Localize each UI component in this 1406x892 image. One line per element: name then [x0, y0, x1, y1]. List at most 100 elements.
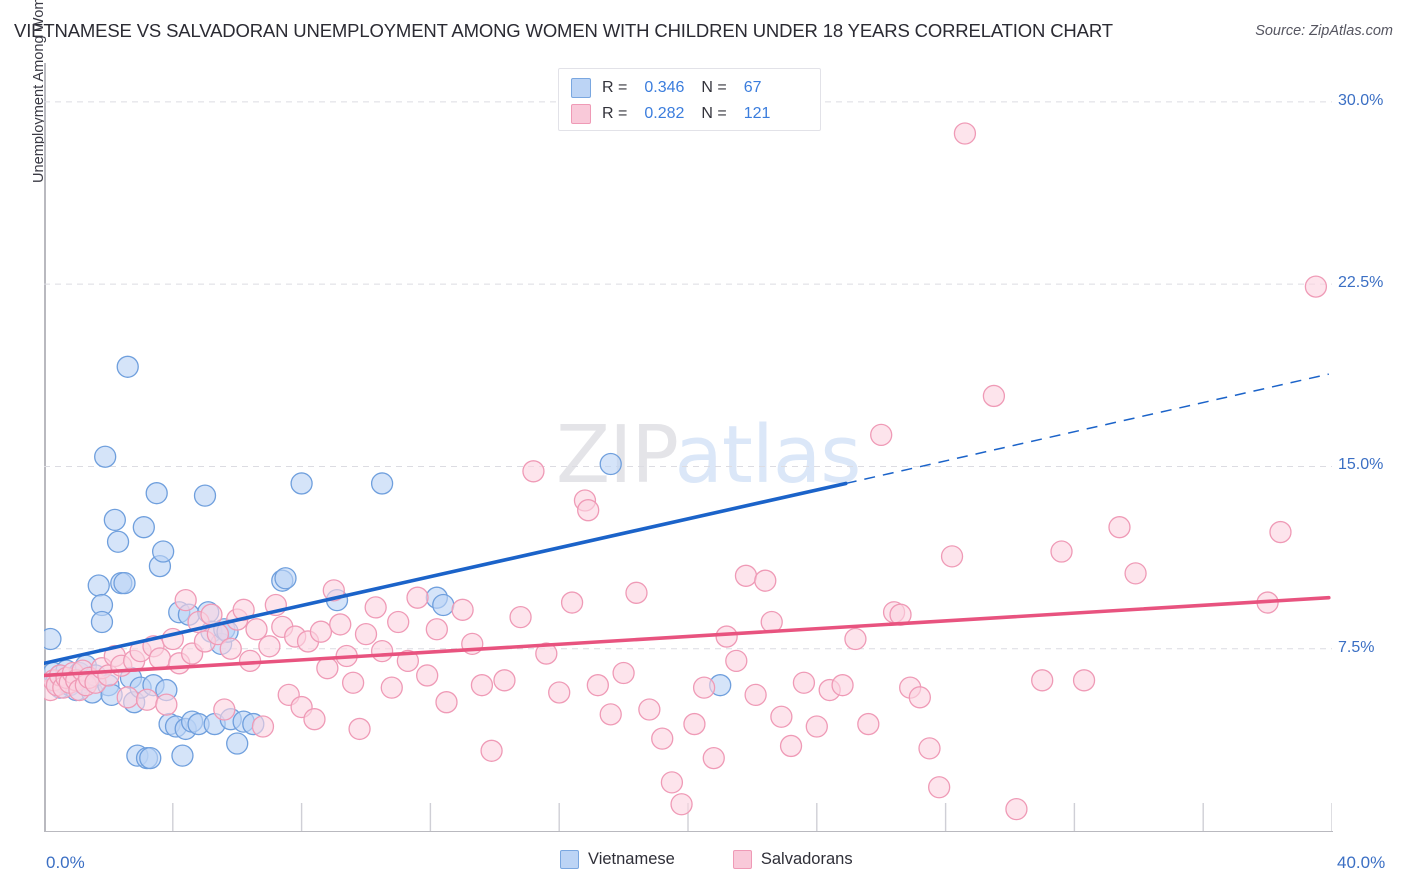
- n-label-vietnamese: N =: [701, 79, 727, 96]
- data-point: [548, 681, 571, 704]
- data-point: [725, 649, 748, 673]
- data-point: [670, 793, 693, 816]
- data-point: [103, 508, 126, 532]
- data-point: [200, 603, 223, 626]
- y-axis-line: [44, 63, 46, 832]
- trendline-dashed-vietnamese: [845, 373, 1329, 485]
- data-point: [792, 671, 816, 694]
- r-label-vietnamese: R =: [602, 79, 628, 96]
- data-point: [577, 499, 600, 522]
- data-point: [660, 771, 684, 794]
- data-point: [470, 674, 494, 697]
- data-point: [599, 703, 622, 726]
- data-point: [116, 355, 139, 378]
- data-point: [132, 516, 155, 539]
- data-point: [135, 688, 159, 711]
- data-point: [1269, 520, 1292, 544]
- correlation-stats-legend: R = 0.346 N = 67 R = 0.282 N = 121: [558, 68, 821, 131]
- data-point: [348, 717, 371, 741]
- data-point: [251, 715, 275, 738]
- y-axis-label: 22.5%: [1338, 274, 1384, 292]
- data-point: [599, 452, 622, 476]
- legend-swatch-salvadorans-icon: [732, 850, 752, 869]
- page-title: VIETNAMESE VS SALVADORAN UNEMPLOYMENT AM…: [14, 20, 1113, 41]
- data-point: [139, 746, 162, 770]
- swatch-vietnamese-icon: [571, 78, 591, 98]
- legend-label-vietnamese: Vietnamese: [588, 850, 675, 868]
- series-legend: Vietnamese Salvadorans: [560, 850, 853, 869]
- x-axis-min-label: 0.0%: [46, 853, 85, 872]
- data-point: [928, 776, 951, 799]
- data-point: [174, 588, 197, 612]
- trendline-salvadorans: [44, 595, 1331, 678]
- data-point: [522, 460, 545, 483]
- data-point: [509, 605, 532, 629]
- data-point: [396, 649, 420, 673]
- data-point: [857, 712, 880, 736]
- scatter-plot-area: [44, 63, 1332, 831]
- y-axis-label: 30.0%: [1338, 91, 1384, 109]
- data-point: [625, 581, 648, 604]
- data-point: [245, 618, 268, 641]
- data-point: [87, 574, 110, 597]
- data-point: [831, 674, 854, 697]
- data-point: [1050, 540, 1073, 563]
- data-point: [1304, 275, 1328, 298]
- data-point: [303, 708, 326, 731]
- data-point: [560, 591, 584, 614]
- data-point: [354, 622, 378, 646]
- y-axis-label: 15.0%: [1338, 456, 1384, 474]
- stats-row-salvadorans: R = 0.282 N = 121: [571, 101, 810, 127]
- legend-label-salvadorans: Salvadorans: [760, 850, 853, 868]
- data-point: [94, 445, 117, 468]
- data-point: [1031, 669, 1054, 692]
- data-point: [416, 664, 439, 687]
- data-point: [770, 705, 793, 728]
- scatter-plot-svg: [44, 101, 1332, 831]
- data-point: [425, 618, 448, 641]
- source-label: Source: ZipAtlas.com: [1255, 23, 1393, 39]
- data-point: [1072, 669, 1096, 692]
- data-point: [870, 423, 893, 446]
- legend-swatch-vietnamese-icon: [560, 850, 579, 869]
- data-point: [940, 545, 964, 568]
- data-point: [113, 571, 136, 595]
- data-point: [586, 674, 609, 697]
- data-point: [734, 564, 758, 587]
- data-point: [744, 683, 767, 707]
- legend-item-salvadorans[interactable]: Salvadorans: [732, 850, 853, 869]
- data-point: [364, 596, 387, 619]
- data-point: [844, 627, 867, 651]
- data-point: [406, 586, 429, 609]
- data-point: [44, 627, 62, 651]
- r-value-vietnamese: 0.346: [644, 79, 685, 96]
- data-point: [612, 661, 635, 685]
- data-point: [116, 686, 139, 709]
- data-point: [908, 686, 931, 709]
- trendline-solid-vietnamese: [44, 481, 848, 666]
- data-point: [106, 530, 130, 553]
- data-point: [274, 567, 297, 590]
- data-point: [702, 746, 725, 770]
- data-point: [155, 693, 178, 716]
- data-point: [370, 472, 394, 495]
- data-point: [683, 712, 706, 736]
- data-point: [148, 647, 172, 670]
- r-label-salvadorans: R =: [602, 105, 628, 122]
- data-point: [193, 484, 217, 507]
- data-point: [213, 698, 236, 721]
- data-point: [779, 734, 803, 758]
- n-value-vietnamese: 67: [743, 79, 762, 96]
- data-point: [754, 569, 777, 592]
- data-point: [451, 598, 474, 621]
- data-point: [258, 635, 281, 658]
- data-point: [692, 676, 716, 699]
- data-point: [316, 657, 339, 680]
- legend-item-vietnamese[interactable]: Vietnamese: [560, 850, 675, 869]
- data-point: [145, 482, 168, 505]
- data-point: [341, 671, 365, 694]
- data-point: [953, 122, 977, 145]
- data-point: [435, 691, 458, 714]
- data-point: [982, 384, 1006, 408]
